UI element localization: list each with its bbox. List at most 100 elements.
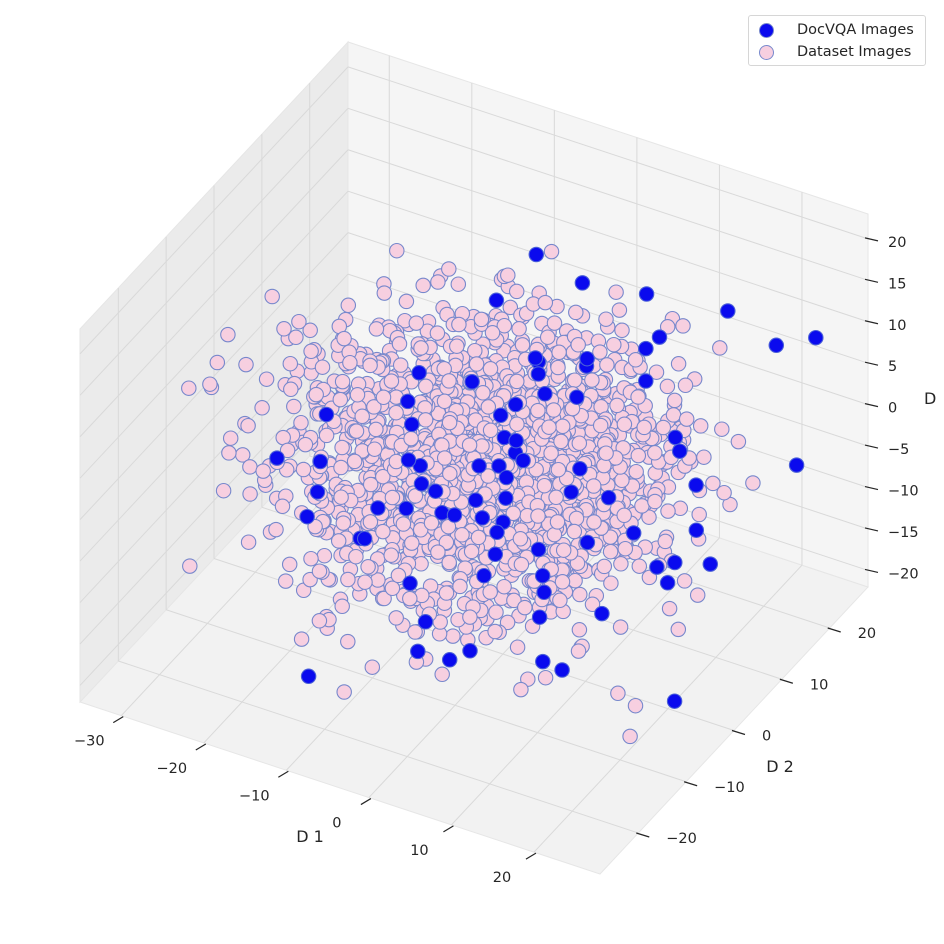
point-docvqa-images: [537, 386, 553, 402]
point-docvqa-images: [492, 407, 509, 424]
point-dataset-images: [333, 489, 349, 505]
point-dataset-images: [388, 404, 404, 421]
point-docvqa-images: [651, 329, 668, 345]
y-tick-label: 0: [762, 729, 771, 745]
point-dataset-images: [670, 621, 687, 638]
point-dataset-images: [568, 304, 584, 321]
point-dataset-images: [598, 311, 614, 327]
point-dataset-images: [606, 336, 622, 353]
point-dataset-images: [598, 445, 614, 461]
point-dataset-images: [572, 586, 588, 603]
z-grid-left: [79, 66, 349, 355]
y-grid-floor: [118, 660, 639, 834]
point-docvqa-images: [808, 329, 824, 346]
point-docvqa-images: [638, 340, 654, 357]
point-docvqa-images: [446, 507, 463, 523]
point-dataset-images: [376, 590, 392, 607]
z-grid-left: [79, 190, 349, 479]
point-dataset-images: [570, 643, 587, 659]
point-dataset-images: [480, 468, 496, 484]
point-dataset-images: [240, 534, 257, 550]
z-tick-mark: [864, 403, 879, 408]
point-dataset-images: [543, 445, 559, 461]
point-dataset-images: [438, 585, 455, 601]
point-dataset-images: [566, 523, 583, 540]
point-dataset-images: [675, 318, 691, 334]
z-grid-left: [79, 356, 349, 645]
point-docvqa-images: [411, 365, 427, 381]
point-docvqa-images: [441, 652, 458, 668]
point-docvqa-images: [768, 337, 785, 354]
point-dataset-images: [608, 284, 624, 300]
point-dataset-images: [714, 421, 730, 437]
point-dataset-images: [512, 531, 529, 547]
point-dataset-images: [659, 319, 676, 335]
point-docvqa-images: [688, 477, 704, 493]
point-dataset-images: [628, 463, 644, 480]
point-dataset-images: [730, 433, 747, 450]
point-dataset-images: [202, 376, 218, 392]
point-dataset-images: [438, 534, 455, 551]
point-dataset-images: [536, 477, 553, 494]
point-docvqa-images: [370, 500, 386, 516]
point-dataset-images: [513, 556, 530, 573]
y-tick-label: −10: [714, 780, 745, 796]
point-dataset-images: [617, 540, 634, 557]
point-dataset-images: [692, 418, 709, 434]
point-dataset-images: [554, 574, 571, 590]
point-docvqa-images: [569, 389, 585, 405]
point-docvqa-images: [528, 246, 545, 263]
point-docvqa-images: [671, 443, 688, 459]
point-dataset-images: [340, 571, 356, 588]
point-dataset-images: [254, 400, 270, 416]
z-grid-left: [79, 149, 349, 438]
point-dataset-images: [441, 414, 458, 431]
x-tick-mark: [360, 798, 372, 806]
z-grid-back: [347, 66, 869, 240]
point-dataset-images: [473, 311, 490, 328]
z-tick-mark: [864, 485, 879, 491]
z-grid-left: [79, 232, 349, 520]
z-tick-label: 20: [888, 235, 906, 251]
point-dataset-images: [268, 521, 284, 538]
legend-label-docvqa: DocVQA Images: [797, 22, 914, 38]
point-dataset-images: [676, 573, 693, 589]
x-tick-label: −30: [74, 734, 105, 750]
point-docvqa-images: [535, 653, 551, 670]
point-dataset-images: [554, 418, 571, 435]
point-dataset-images: [655, 419, 672, 436]
point-docvqa-images: [702, 556, 719, 572]
point-dataset-images: [368, 321, 385, 337]
point-docvqa-images: [579, 350, 595, 367]
point-dataset-images: [665, 407, 682, 423]
y-tick-mark: [636, 832, 650, 838]
point-dataset-images: [641, 509, 657, 525]
point-dataset-images: [395, 516, 412, 532]
point-dataset-images: [550, 359, 566, 376]
point-dataset-images: [570, 337, 586, 353]
point-dataset-images: [362, 476, 379, 493]
point-dataset-images: [277, 573, 294, 589]
point-dataset-images: [470, 529, 487, 546]
point-docvqa-images: [489, 524, 505, 541]
point-dataset-images: [584, 596, 601, 613]
point-dataset-images: [436, 450, 453, 466]
point-dataset-images: [622, 728, 638, 745]
x-tick-mark: [195, 743, 207, 751]
z-tick-mark: [864, 568, 879, 574]
point-docvqa-images: [474, 510, 491, 526]
point-dataset-images: [390, 567, 407, 584]
point-dataset-images: [641, 569, 658, 586]
point-dataset-images: [541, 419, 557, 435]
point-dataset-images: [716, 484, 732, 501]
legend-marker-docvqa: [759, 22, 774, 38]
point-docvqa-images: [400, 452, 417, 468]
z-tick-label: −10: [888, 484, 919, 500]
point-dataset-images: [417, 412, 434, 428]
point-dataset-images: [452, 578, 468, 595]
point-dataset-images: [436, 393, 453, 410]
x-tick-label: −10: [239, 788, 270, 804]
point-dataset-images: [537, 669, 554, 686]
point-dataset-images: [434, 666, 450, 683]
point-dataset-images: [571, 622, 588, 638]
